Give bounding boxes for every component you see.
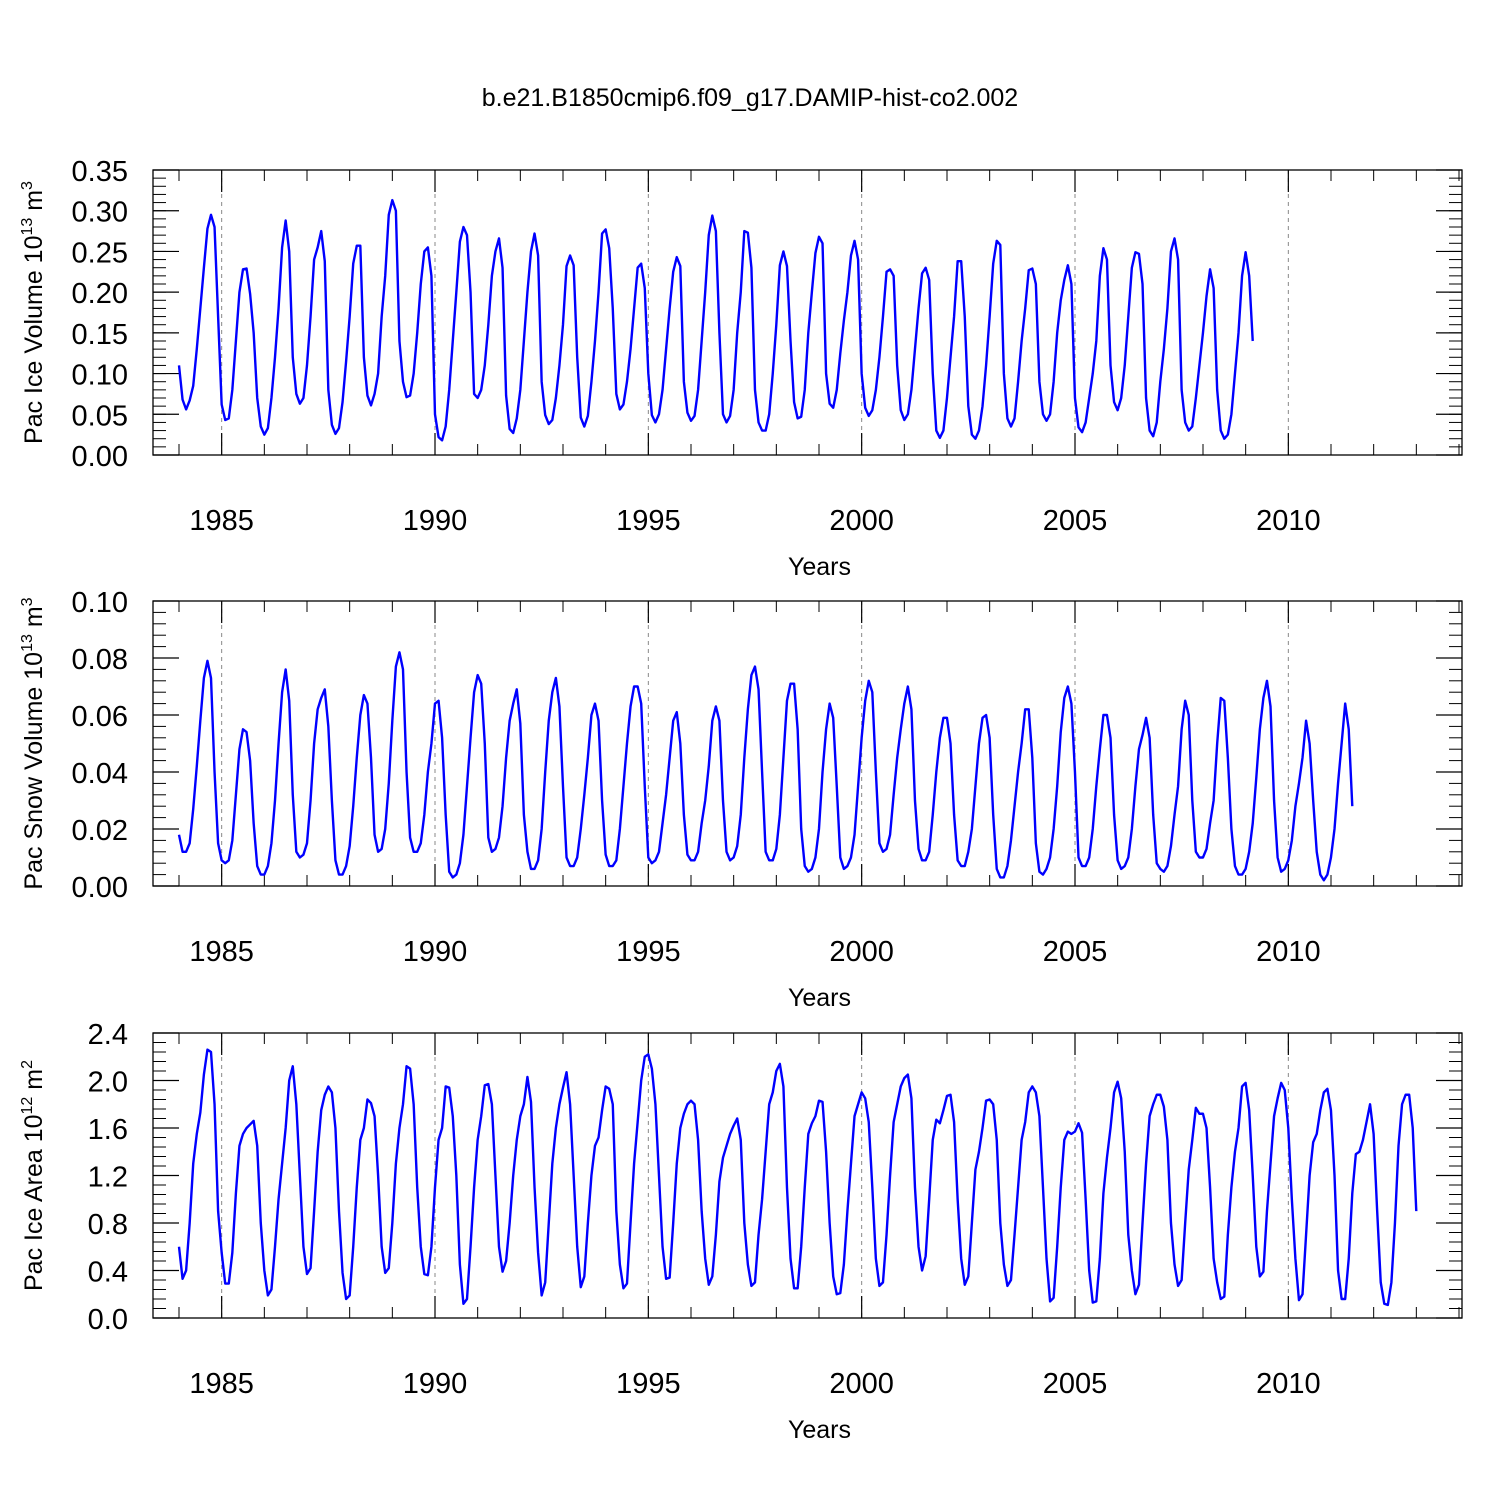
x-axis-label: Years	[788, 1416, 851, 1444]
chart-panel-3: 1985 1990 1995 2000 2005 2010 0.0 0.4 0.8 1.2 1.6 2…	[19, 1019, 1463, 1444]
chart-panel-2: 1985 1990 1995 2000 2005 2010 0.00 0.02 0.04 0.06…	[19, 587, 1463, 1012]
x-tick-label: 2005	[1043, 1368, 1108, 1400]
plot-frame	[152, 600, 1463, 887]
x-tick-label: 2005	[1043, 936, 1108, 968]
x-axis-label: Years	[788, 984, 851, 1012]
data-series-line	[177, 651, 1354, 882]
y-tick-label: 0.30	[72, 197, 128, 229]
x-tick-label: 2000	[829, 505, 894, 537]
data-series-line	[177, 198, 1254, 442]
x-tick-label: 2010	[1256, 1368, 1321, 1400]
y-tick-label: 0.10	[72, 360, 128, 392]
plot-frame	[152, 169, 1463, 456]
y-tick-label: 0.04	[72, 758, 128, 790]
y-tick-label: 0.02	[72, 815, 128, 847]
y-tick-label: 0.00	[72, 872, 128, 904]
y-tick-label: 0.35	[72, 156, 128, 188]
y-tick-label: 0.10	[72, 587, 128, 619]
x-tick-label: 1990	[403, 936, 468, 968]
y-tick-label: 0.08	[72, 644, 128, 676]
x-tick-label: 2000	[829, 936, 894, 968]
x-axis-label: Years	[788, 553, 851, 581]
y-axis-label: Pac Snow Volume 1013 m3	[19, 597, 48, 889]
x-tick-label: 1995	[616, 936, 681, 968]
y-axis-label: Pac Ice Volume 1013 m3	[19, 181, 48, 444]
x-tick-label: 1995	[616, 505, 681, 537]
plot-frame	[152, 1032, 1463, 1319]
figure-title: b.e21.B1850cmip6.f09_g17.DAMIP-hist-co2.…	[482, 84, 1018, 112]
panels: 1985 1990 1995 2000 2005 2010 0.00 0.05 0.10 0.15…	[19, 156, 1463, 1444]
y-tick-label: 0.0	[88, 1304, 128, 1336]
x-tick-label: 2010	[1256, 505, 1321, 537]
chart-panel-1: 1985 1990 1995 2000 2005 2010 0.00 0.05 0.10 0.15…	[19, 156, 1463, 581]
x-tick-label: 1995	[616, 1368, 681, 1400]
y-tick-label: 2.0	[88, 1067, 128, 1099]
y-tick-label: 0.20	[72, 278, 128, 310]
y-tick-label: 0.4	[88, 1257, 128, 1289]
x-tick-label: 2000	[829, 1368, 894, 1400]
y-tick-label: 1.6	[88, 1114, 128, 1146]
x-tick-label: 2010	[1256, 936, 1321, 968]
y-tick-label: 2.4	[88, 1019, 128, 1051]
x-tick-label: 2005	[1043, 505, 1108, 537]
y-axis-label: Pac Ice Area 1012 m2	[19, 1060, 48, 1291]
y-tick-label: 0.00	[72, 441, 128, 473]
x-tick-label: 1985	[189, 1368, 254, 1400]
x-tick-label: 1990	[403, 505, 468, 537]
y-tick-label: 0.15	[72, 319, 128, 351]
y-tick-label: 0.05	[72, 400, 128, 432]
x-tick-label: 1985	[189, 936, 254, 968]
y-tick-label: 0.25	[72, 237, 128, 269]
data-series-line	[177, 1048, 1418, 1307]
x-tick-label: 1985	[189, 505, 254, 537]
y-tick-label: 1.2	[88, 1162, 128, 1194]
y-tick-label: 0.06	[72, 701, 128, 733]
y-tick-label: 0.8	[88, 1209, 128, 1241]
x-tick-label: 1990	[403, 1368, 468, 1400]
